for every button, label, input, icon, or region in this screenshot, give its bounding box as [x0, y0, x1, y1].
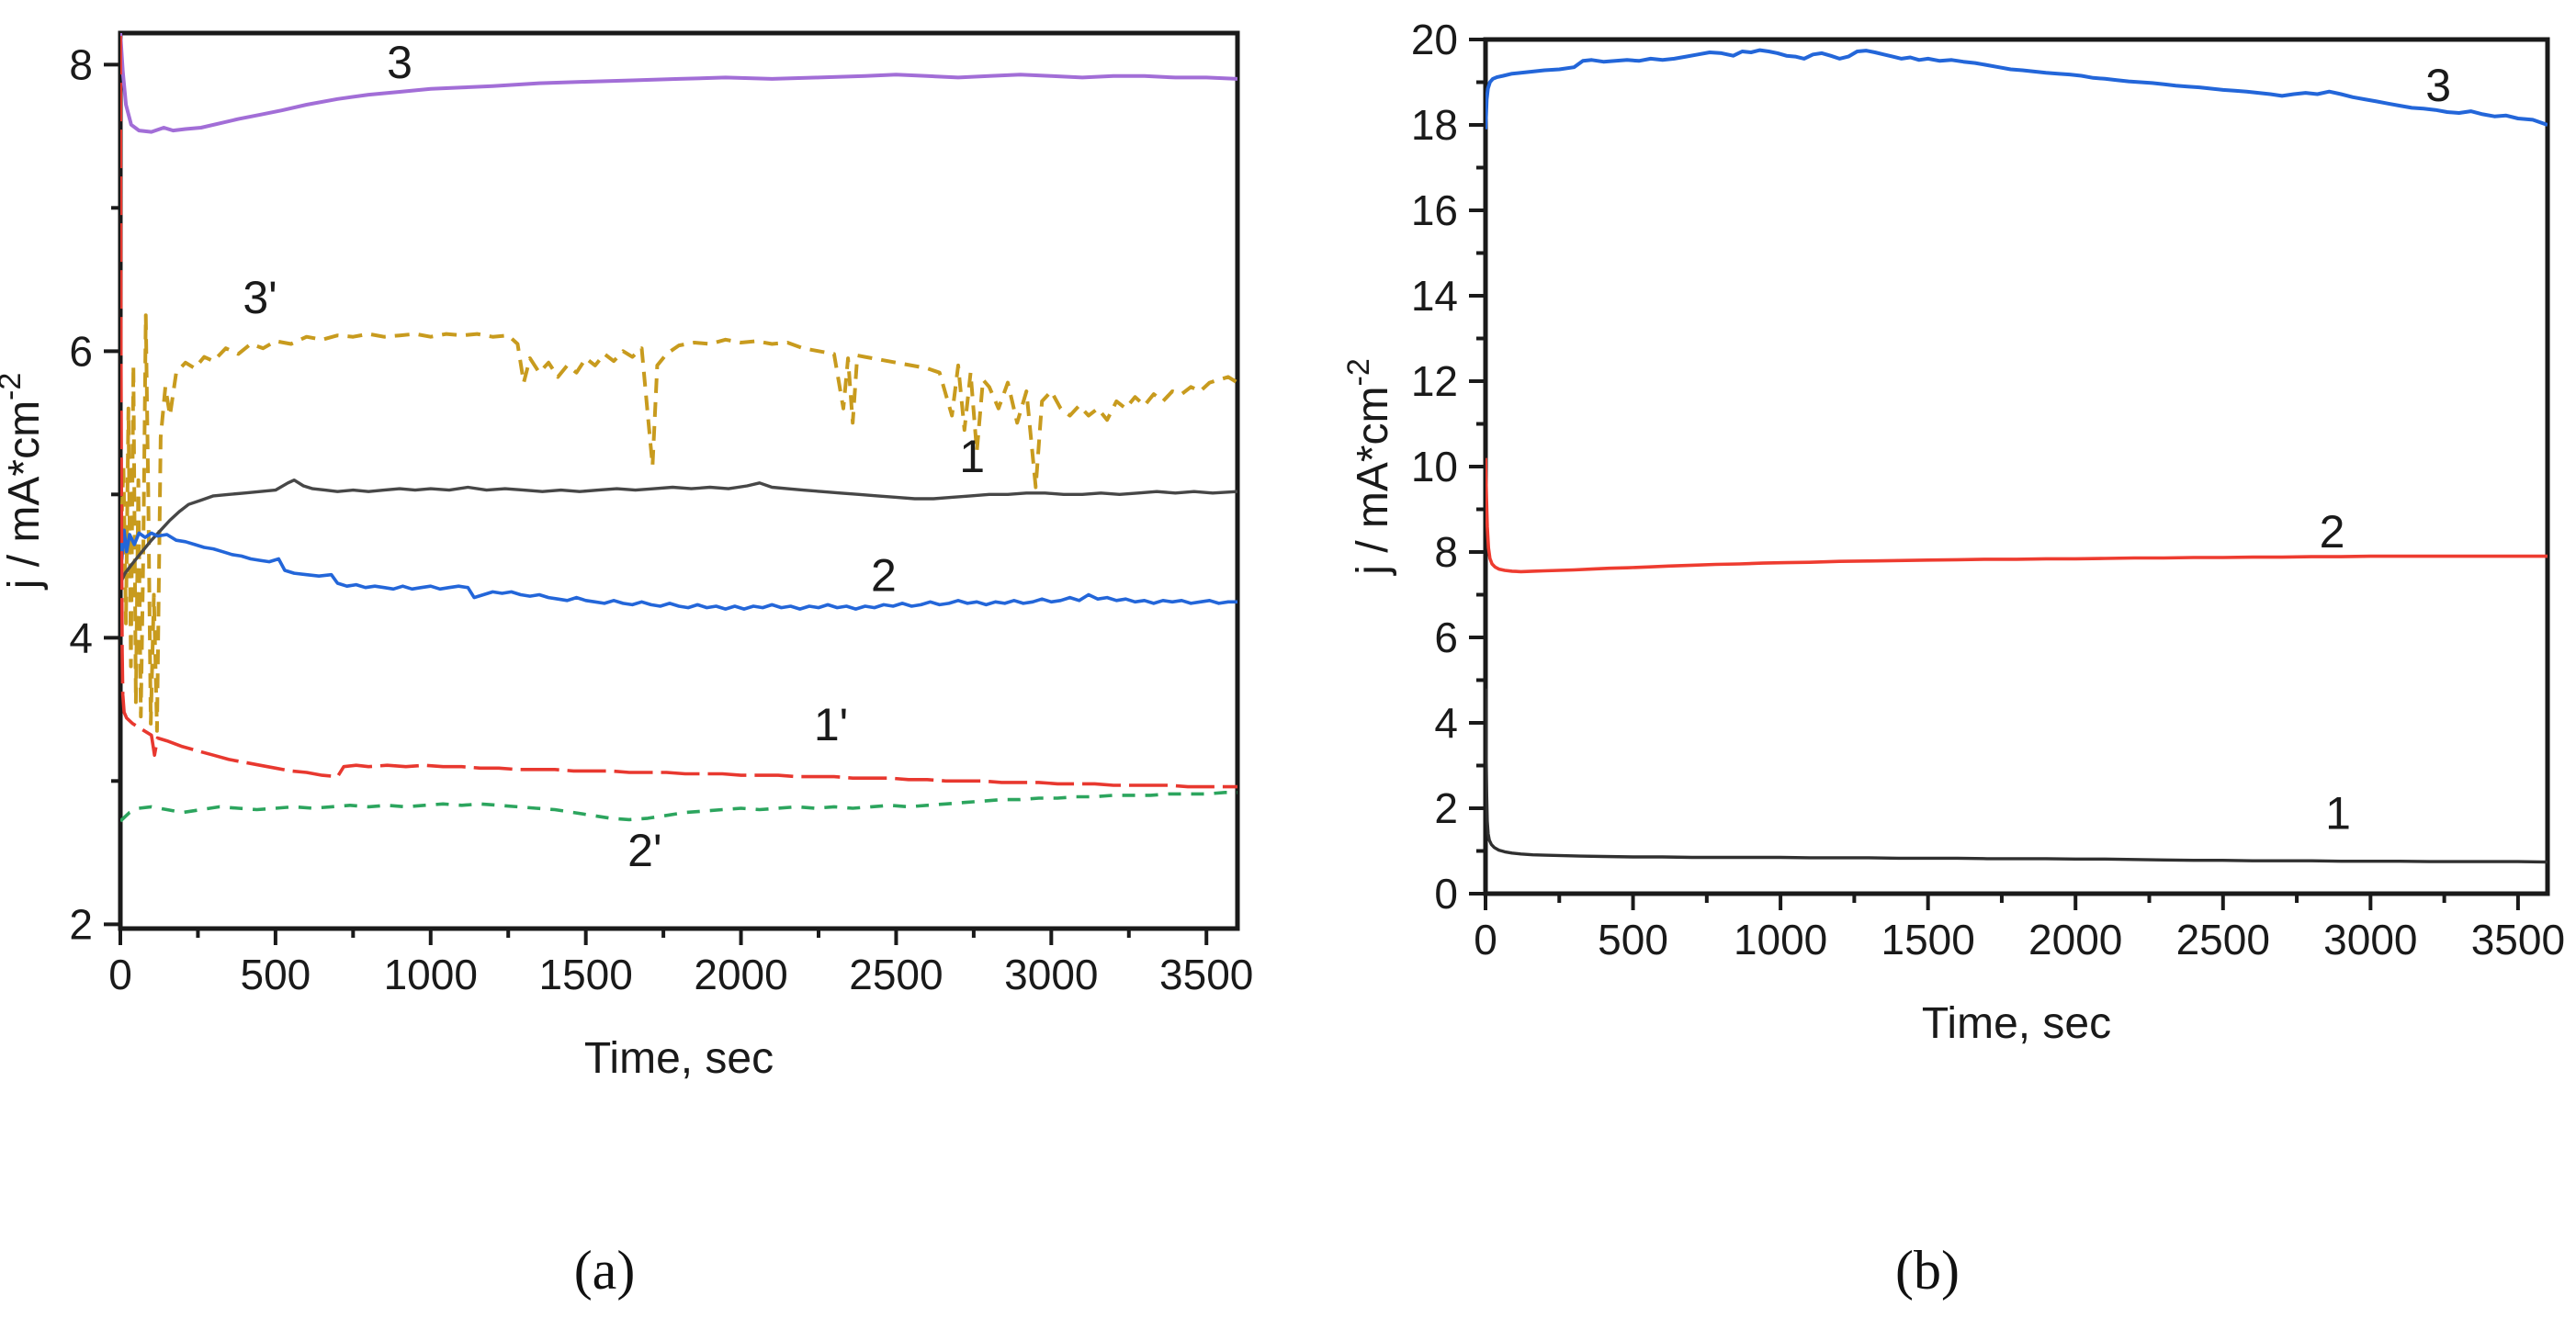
curve-2 [1486, 457, 2548, 574]
curve-label-2: 2 [2320, 506, 2345, 558]
curve-2' [120, 791, 1237, 823]
y-tick-label: 18 [1411, 101, 1458, 149]
x-tick-label: 2500 [2176, 916, 2270, 963]
y-tick-label: 2 [69, 900, 93, 948]
y-tick-label: 0 [1434, 870, 1458, 918]
x-tick-label: 3000 [2323, 916, 2417, 963]
x-tick-label: 500 [1598, 916, 1668, 963]
y-tick-label: 2 [1434, 784, 1458, 832]
y-tick-label: 4 [1434, 699, 1458, 747]
x-tick-label: 3000 [1004, 951, 1098, 998]
curve-label-1: 1 [959, 431, 985, 482]
x-tick-label: 500 [241, 951, 311, 998]
curve-label-3': 3' [243, 272, 277, 323]
plot-frame [1483, 37, 2550, 896]
y-tick-label: 8 [69, 40, 93, 88]
curve-3 [1486, 48, 2548, 130]
y-tick-label: 6 [1434, 614, 1458, 661]
y-axis-title: j / mA*cm-2 [0, 373, 49, 591]
x-tick-label: 2000 [694, 951, 787, 998]
y-tick-label: 4 [69, 614, 93, 661]
curve-3 [120, 33, 1237, 134]
x-tick-label: 1000 [384, 951, 478, 998]
chart-a: 0 500 1000 1500 2000 2500 3000 3500 2 4 6 8 3 3' 1 2 1' 2… [0, 30, 1253, 1083]
y-tick-label: 10 [1411, 443, 1458, 490]
x-axis-title: Time, sec [1922, 999, 2111, 1048]
y-tick-label: 12 [1411, 357, 1458, 405]
y-tick-label: 14 [1411, 272, 1458, 320]
y-axis-title: j / mA*cm-2 [1341, 358, 1397, 577]
curve-label-2: 2 [871, 550, 897, 602]
curve-label-3: 3 [2425, 60, 2451, 111]
x-tick-label: 1500 [1881, 916, 1974, 963]
x-tick-label: 0 [108, 951, 132, 998]
curve-3' [120, 313, 1237, 733]
x-tick-label: 3500 [2471, 916, 2565, 963]
plot-frame [118, 30, 1240, 931]
curve-1 [1486, 688, 2548, 864]
curve-label-1': 1' [814, 699, 848, 750]
x-tick-label: 3500 [1159, 951, 1253, 998]
y-tick-label: 8 [1434, 528, 1458, 576]
x-tick-label: 1000 [1734, 916, 1827, 963]
y-tick-label: 16 [1411, 186, 1458, 234]
y-tick-label: 6 [69, 327, 93, 375]
x-tick-label: 2500 [849, 951, 943, 998]
curve-1' [120, 36, 1237, 789]
curve-2 [120, 508, 1237, 611]
chart-b: 0 500 1000 1500 2000 2500 3000 3500024681012141… [1341, 16, 2565, 1048]
curve-label-1: 1 [2325, 788, 2351, 839]
curve-1 [120, 479, 1237, 584]
x-tick-label: 1500 [538, 951, 632, 998]
curve-label-3: 3 [387, 37, 412, 88]
y-tick-label: 20 [1411, 16, 1458, 63]
x-axis-title: Time, sec [584, 1034, 774, 1083]
panel-label-a: (a) [574, 1240, 636, 1301]
x-tick-label: 0 [1474, 916, 1497, 963]
curve-label-2': 2' [627, 825, 661, 876]
x-tick-label: 2000 [2028, 916, 2122, 963]
panel-label-b: (b) [1895, 1240, 1960, 1301]
